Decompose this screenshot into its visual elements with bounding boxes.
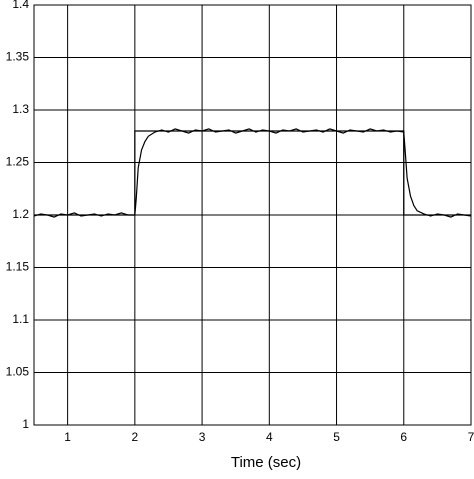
x-tick-label: 1 — [64, 430, 71, 444]
y-tick-label: 1.35 — [6, 50, 30, 64]
y-tick-label: 1 — [22, 417, 29, 431]
y-tick-label: 1.15 — [6, 260, 30, 274]
x-tick-label: 2 — [132, 430, 139, 444]
x-tick-label: 6 — [400, 430, 407, 444]
y-tick-label: 1.1 — [12, 312, 29, 326]
x-tick-label: 5 — [333, 430, 340, 444]
x-tick-label: 4 — [266, 430, 273, 444]
x-tick-label: 3 — [199, 430, 206, 444]
y-tick-label: 1.4 — [12, 0, 29, 11]
data-line — [34, 130, 471, 216]
y-tick-label: 1.25 — [6, 155, 30, 169]
y-tick-label: 1.05 — [6, 365, 30, 379]
x-tick-label: 7 — [468, 430, 474, 444]
data-line — [33, 128, 472, 218]
y-tick-label: 1.3 — [12, 102, 29, 116]
x-axis-title: Time (sec) — [231, 454, 301, 471]
y-tick-label: 1.2 — [12, 207, 29, 221]
